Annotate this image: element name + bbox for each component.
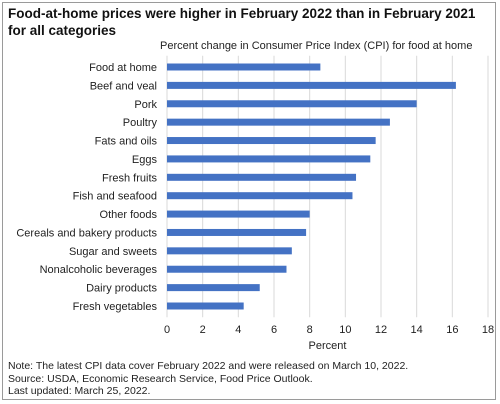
x-tick-label: 12 [375, 324, 387, 336]
x-tick-label: 8 [307, 324, 313, 336]
source-line: Source: USDA, Economic Research Service,… [8, 372, 313, 385]
bar [167, 63, 321, 71]
category-label: Sugar and sweets [69, 246, 158, 258]
bar [167, 265, 287, 273]
x-tick-label: 0 [164, 324, 170, 336]
category-label: Fresh vegetables [73, 301, 158, 313]
category-label: Fresh fruits [102, 172, 158, 184]
note-line: Note: The latest CPI data cover February… [8, 360, 409, 372]
bar [167, 137, 376, 145]
x-tick-label: 2 [200, 324, 206, 336]
bar [167, 100, 417, 108]
category-label: Dairy products [86, 283, 157, 295]
bar [167, 173, 357, 181]
bar [167, 155, 371, 163]
x-tick-label: 16 [446, 324, 458, 336]
bar [167, 284, 260, 292]
category-label: Fats and oils [95, 136, 158, 148]
category-label: Other foods [100, 209, 158, 221]
category-label: Fish and seafood [73, 191, 157, 203]
x-tick-label: 18 [482, 324, 494, 336]
chart-subtitle: Percent change in Consumer Price Index (… [160, 40, 473, 52]
bar [167, 302, 244, 310]
bar [167, 228, 307, 236]
x-tick-label: 10 [339, 324, 351, 336]
category-label: Food at home [89, 62, 157, 74]
bar [167, 118, 390, 126]
x-tick-label: 14 [411, 324, 423, 336]
x-axis-title: Percent [309, 340, 347, 352]
category-label: Cereals and bakery products [16, 227, 157, 239]
bar [167, 81, 456, 89]
category-label: Eggs [132, 154, 158, 166]
bar [167, 210, 310, 218]
updated-line: Last updated: March 25, 2022. [8, 385, 151, 397]
category-label: Nonalcoholic beverages [40, 264, 158, 276]
x-tick-label: 4 [235, 324, 241, 336]
chart-title: Food-at-home prices were higher in Febru… [8, 6, 476, 38]
category-label: Poultry [123, 117, 158, 129]
chart-notes: Note: The latest CPI data cover February… [8, 360, 488, 398]
x-tick-label: 6 [271, 324, 277, 336]
category-label: Pork [134, 99, 157, 111]
bar [167, 247, 292, 255]
bar [167, 192, 353, 200]
category-label: Beef and veal [90, 80, 157, 92]
